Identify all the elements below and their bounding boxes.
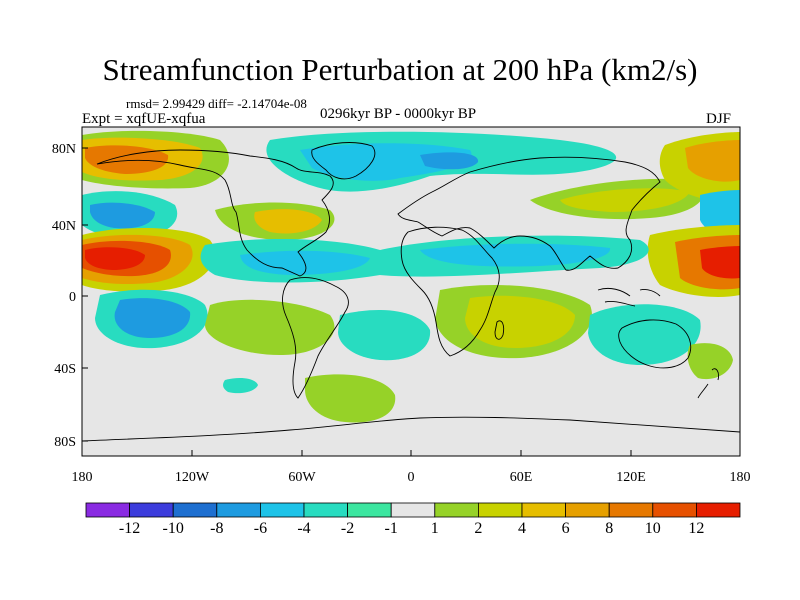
coastline-islands <box>597 287 661 307</box>
colorbar-swatch <box>303 502 348 518</box>
coastline-australia <box>618 319 692 369</box>
contour-region <box>305 374 396 423</box>
coastline-greenland <box>311 142 376 180</box>
colorbar-label: -4 <box>297 520 310 537</box>
contour-region <box>560 188 690 212</box>
coastline-africa <box>400 226 500 357</box>
lon-label: 0 <box>408 470 415 485</box>
coastline-south-america <box>282 277 349 399</box>
contour-region <box>420 243 611 267</box>
colorbar-swatch <box>216 502 261 518</box>
contour-region <box>700 246 740 279</box>
colorbar-swatch <box>434 502 479 518</box>
colorbar-label: 4 <box>518 520 526 537</box>
contour-region <box>420 152 479 170</box>
colorbar-swatch <box>565 502 610 518</box>
colorbar-swatch <box>390 502 436 518</box>
period-label: 0296kyr BP - 0000kyr BP <box>320 106 477 122</box>
coastline-madagascar <box>494 320 505 340</box>
lat-label: 80N <box>52 142 76 157</box>
contour-region <box>465 295 575 348</box>
coastline-eurasia <box>397 156 661 271</box>
colorbar-label: 8 <box>605 520 613 537</box>
lon-label: 60E <box>510 470 533 485</box>
lat-label: 80S <box>54 435 76 450</box>
lon-label: 120W <box>175 470 210 485</box>
colorbar: -12 -10 -8 -6 -4 -2 -1 1 2 4 6 8 10 12 <box>85 502 741 537</box>
contour-region <box>223 377 258 394</box>
season-label: DJF <box>706 111 732 127</box>
coastline-north-america <box>96 149 334 277</box>
colorbar-swatch <box>85 502 130 518</box>
contour-region <box>205 299 335 355</box>
map-title: Streamfunction Perturbation at 200 hPa (… <box>102 52 698 87</box>
coastlines <box>82 142 740 442</box>
colorbar-label: 12 <box>688 520 704 537</box>
lon-label: 180 <box>730 470 751 485</box>
colorbar-label: -12 <box>119 520 140 537</box>
contour-region <box>685 140 740 182</box>
colorbar-swatch <box>521 502 566 518</box>
contour-region <box>588 304 701 365</box>
colorbar-label: -6 <box>254 520 267 537</box>
colorbar-swatch <box>652 502 697 518</box>
contour-region <box>90 202 155 229</box>
coastline-new-zealand <box>697 368 719 399</box>
coastline-antarctica <box>82 416 740 442</box>
contour-region <box>687 343 733 380</box>
colorbar-swatch <box>696 502 741 518</box>
colorbar-swatch <box>172 502 218 518</box>
colorbar-label: 2 <box>474 520 482 537</box>
contour-region <box>85 145 169 174</box>
colorbar-swatch <box>129 502 174 518</box>
colorbar-label: 1 <box>431 520 439 537</box>
colorbar-swatch <box>608 502 654 518</box>
colorbar-label: -10 <box>163 520 184 537</box>
colorbar-label: -2 <box>341 520 354 537</box>
lon-label: 60W <box>288 470 316 485</box>
experiment-label: Expt = xqfUE-xqfua <box>82 111 206 127</box>
colorbar-label: 6 <box>562 520 570 537</box>
colorbar-swatch <box>259 502 305 518</box>
colorbar-label: -8 <box>210 520 223 537</box>
contour-region <box>254 209 322 234</box>
colorbar-swatch <box>347 502 392 518</box>
lon-label: 180 <box>72 470 93 485</box>
stats-text: rmsd= 2.99429 diff= -2.14704e-08 <box>126 96 307 111</box>
longitude-axis: 180 120W 60W 0 60E 120E 180 <box>72 450 751 485</box>
lon-label: 120E <box>616 470 646 485</box>
contour-region <box>85 247 145 270</box>
contour-region <box>114 298 191 338</box>
lat-label: 40S <box>54 362 76 377</box>
contour-region <box>338 310 431 361</box>
contour-region <box>300 143 472 181</box>
lat-label: 40N <box>52 219 76 234</box>
colorbar-swatch <box>477 502 523 518</box>
latitude-axis: 80N 40N 0 40S 80S <box>52 142 88 450</box>
lat-label: 0 <box>69 290 76 305</box>
colorbar-label: -1 <box>385 520 398 537</box>
colorbar-label: 10 <box>645 520 661 537</box>
